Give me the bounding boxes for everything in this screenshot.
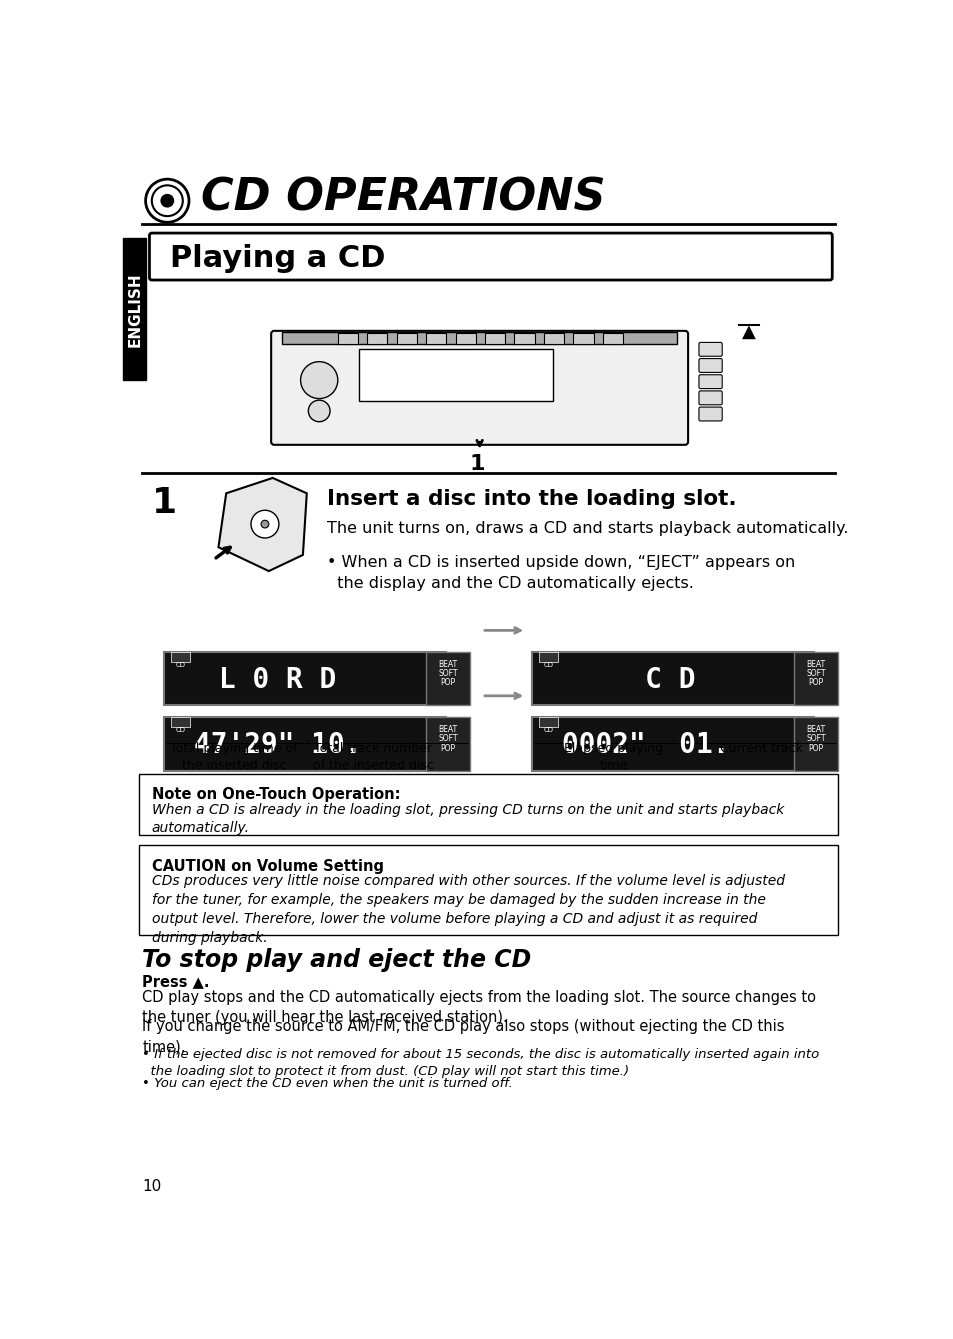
FancyBboxPatch shape xyxy=(699,343,721,356)
Text: • If the ejected disc is not removed for about 15 seconds, the disc is automatic: • If the ejected disc is not removed for… xyxy=(142,1047,819,1078)
Text: CAUTION on Volume Setting: CAUTION on Volume Setting xyxy=(152,860,383,874)
FancyBboxPatch shape xyxy=(139,774,838,836)
Text: BEAT: BEAT xyxy=(437,726,456,734)
FancyBboxPatch shape xyxy=(426,718,469,770)
Text: Playing a CD: Playing a CD xyxy=(170,244,385,273)
Bar xyxy=(456,333,476,344)
Bar xyxy=(543,333,563,344)
Bar xyxy=(573,333,593,344)
Text: • You can eject the CD even when the unit is turned off.: • You can eject the CD even when the uni… xyxy=(142,1077,513,1090)
Text: C D: C D xyxy=(595,665,695,694)
Text: SOFT: SOFT xyxy=(805,735,825,743)
FancyBboxPatch shape xyxy=(699,375,721,388)
Bar xyxy=(484,333,505,344)
FancyBboxPatch shape xyxy=(426,652,469,706)
Text: Note on One-Touch Operation:: Note on One-Touch Operation: xyxy=(152,787,400,802)
FancyBboxPatch shape xyxy=(532,652,814,706)
Text: POP: POP xyxy=(440,743,455,753)
Bar xyxy=(396,333,416,344)
Text: Total track number
of the inserted disc: Total track number of the inserted disc xyxy=(313,742,434,773)
Text: The unit turns on, draws a CD and starts playback automatically.: The unit turns on, draws a CD and starts… xyxy=(327,521,847,536)
Circle shape xyxy=(308,400,330,422)
Text: POP: POP xyxy=(440,679,455,687)
Bar xyxy=(367,333,387,344)
Text: 0002"  01.: 0002" 01. xyxy=(561,731,728,759)
Text: 1: 1 xyxy=(152,486,176,520)
FancyBboxPatch shape xyxy=(699,391,721,404)
FancyBboxPatch shape xyxy=(538,718,558,727)
Text: CD: CD xyxy=(543,727,553,734)
FancyBboxPatch shape xyxy=(164,718,446,770)
Bar xyxy=(282,332,677,344)
Text: SOFT: SOFT xyxy=(437,670,457,678)
FancyBboxPatch shape xyxy=(139,845,838,935)
Text: CD: CD xyxy=(543,661,553,668)
Text: Elapsed playing
time: Elapsed playing time xyxy=(563,742,662,773)
Text: POP: POP xyxy=(807,743,822,753)
Text: ▲: ▲ xyxy=(740,323,755,340)
Text: When a CD is already in the loading slot, pressing CD turns on the unit and star: When a CD is already in the loading slot… xyxy=(152,803,783,836)
FancyBboxPatch shape xyxy=(150,233,831,280)
FancyBboxPatch shape xyxy=(532,718,814,770)
FancyBboxPatch shape xyxy=(271,331,687,445)
Text: Total playing time of
the inserted disc: Total playing time of the inserted disc xyxy=(170,742,297,773)
FancyBboxPatch shape xyxy=(794,718,837,770)
Bar xyxy=(514,333,534,344)
Circle shape xyxy=(161,194,173,208)
Polygon shape xyxy=(218,478,307,572)
Bar xyxy=(123,238,146,380)
FancyBboxPatch shape xyxy=(699,359,721,372)
FancyBboxPatch shape xyxy=(538,652,558,661)
Bar xyxy=(602,333,622,344)
FancyBboxPatch shape xyxy=(699,407,721,420)
Text: BEAT: BEAT xyxy=(805,660,824,668)
Text: To stop play and eject the CD: To stop play and eject the CD xyxy=(142,948,531,972)
Text: L 0 R D: L 0 R D xyxy=(218,665,335,694)
Bar xyxy=(359,348,553,400)
Text: CD play stops and the CD automatically ejects from the loading slot. The source : CD play stops and the CD automatically e… xyxy=(142,990,816,1026)
Text: 47'29" 10.: 47'29" 10. xyxy=(193,731,361,759)
Text: CDs produces very little noise compared with other sources. If the volume level : CDs produces very little noise compared … xyxy=(152,874,784,945)
Text: POP: POP xyxy=(807,679,822,687)
Text: CD: CD xyxy=(175,727,185,734)
Circle shape xyxy=(251,510,278,538)
Text: ENGLISH: ENGLISH xyxy=(127,272,142,347)
Text: CD OPERATIONS: CD OPERATIONS xyxy=(200,177,604,220)
Text: SOFT: SOFT xyxy=(437,735,457,743)
Text: BEAT: BEAT xyxy=(437,660,456,668)
Text: BEAT: BEAT xyxy=(805,726,824,734)
FancyBboxPatch shape xyxy=(171,718,190,727)
Text: If you change the source to AM/FM, the CD play also stops (without ejecting the : If you change the source to AM/FM, the C… xyxy=(142,1019,784,1055)
Circle shape xyxy=(300,362,337,399)
Text: Insert a disc into the loading slot.: Insert a disc into the loading slot. xyxy=(327,490,736,509)
Text: Press ▲.: Press ▲. xyxy=(142,975,210,990)
Bar xyxy=(426,333,446,344)
Text: CD: CD xyxy=(175,661,185,668)
FancyBboxPatch shape xyxy=(164,652,446,706)
FancyBboxPatch shape xyxy=(794,652,837,706)
Text: Current track: Current track xyxy=(719,742,801,755)
Bar xyxy=(337,333,357,344)
Circle shape xyxy=(261,521,269,528)
FancyBboxPatch shape xyxy=(171,652,190,661)
Text: 1: 1 xyxy=(469,454,484,474)
Text: 10: 10 xyxy=(142,1178,162,1193)
Text: • When a CD is inserted upside down, “EJECT” appears on
  the display and the CD: • When a CD is inserted upside down, “EJ… xyxy=(327,554,795,590)
Text: SOFT: SOFT xyxy=(805,670,825,678)
